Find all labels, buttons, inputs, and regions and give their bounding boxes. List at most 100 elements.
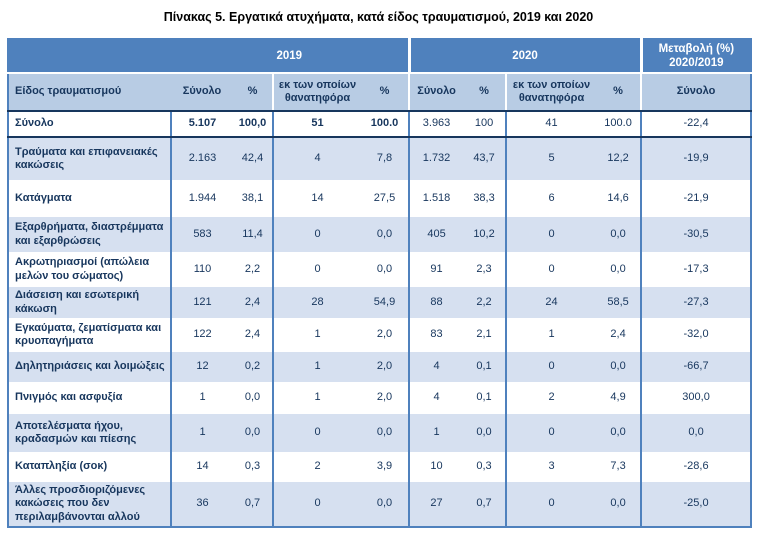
cell-2020-pct: 0,1 [463, 352, 507, 383]
cell-2020-pct: 2,2 [463, 287, 507, 319]
cell-2020-pct: 38,3 [463, 180, 507, 218]
cell-2020-total: 83 [408, 318, 464, 353]
row-label: Άλλες προσδιοριζόμενες κακώσεις που δεν … [8, 482, 171, 528]
column-header-2020-fatal-pct: % [596, 73, 642, 113]
cell-2020-total: 405 [408, 217, 464, 253]
cell-2019-pct: 2,4 [233, 318, 273, 353]
cell-2020-total: 3.963 [408, 111, 464, 139]
cell-2020-total: 1.518 [408, 180, 464, 218]
table-row: Αποτελέσματα ήχου, κραδασμών και πίεσης 1… [8, 414, 752, 453]
cell-2020-fatal-pct: 0,0 [596, 414, 642, 453]
cell-2019-fatal-pct: 54,9 [361, 287, 410, 319]
cell-2019-fatal: 1 [272, 352, 361, 383]
table-header: 2019 2020 Μεταβολή (%) 2020/2019 Είδος τρα… [8, 39, 752, 113]
table-row: Σύνολο 5.107 100,0 51 100.0 3.963 100 41 100.0 -2… [8, 111, 752, 139]
cell-2019-fatal-pct: 0,0 [361, 217, 410, 253]
cell-2019-pct: 100,0 [233, 111, 273, 139]
cell-2020-fatal-pct: 58,5 [596, 287, 642, 319]
column-header-2020-fatal: εκ των οποίων θανατηφόρα [505, 73, 597, 113]
cell-2020-fatal-pct: 4,9 [596, 382, 642, 415]
cell-2019-fatal-pct: 7,8 [361, 137, 410, 181]
cell-2020-total: 91 [408, 252, 464, 288]
table-row: Ακρωτηριασμοί (απώλεια μελών του σώματος… [8, 252, 752, 288]
row-label: Τραύματα και επιφανειακές κακώσεις [8, 137, 171, 181]
cell-2019-fatal-pct: 2,0 [361, 382, 410, 415]
cell-2020-fatal-pct: 0,0 [596, 352, 642, 383]
cell-change-total: -25,0 [640, 482, 752, 528]
cell-2020-pct: 0,3 [463, 452, 507, 483]
cell-2020-fatal-pct: 12,2 [596, 137, 642, 181]
cell-change-total: -30,5 [640, 217, 752, 253]
cell-2019-pct: 38,1 [233, 180, 273, 218]
group-header-2019: 2019 [171, 39, 410, 75]
table-row: Εγκαύματα, ζεματίσματα και κρυοπαγήματα 1… [8, 318, 752, 353]
cell-change-total: -21,9 [640, 180, 752, 218]
cell-change-total: -19,9 [640, 137, 752, 181]
cell-2019-total: 583 [170, 217, 233, 253]
cell-2019-pct: 0,0 [233, 414, 273, 453]
cell-2020-fatal: 24 [505, 287, 597, 319]
cell-2019-fatal-pct: 0,0 [361, 252, 410, 288]
cell-2019-pct: 0,0 [233, 382, 273, 415]
cell-2019-total: 1.944 [170, 180, 233, 218]
cell-2020-fatal-pct: 7,3 [596, 452, 642, 483]
cell-2019-fatal-pct: 0,0 [361, 414, 410, 453]
cell-2020-fatal: 0 [505, 352, 597, 383]
column-header-2020-pct: % [463, 73, 507, 113]
group-header-Μεταβολή: Μεταβολή (%) 2020/2019 [639, 39, 752, 75]
year-group-header-row: 2019 2020 Μεταβολή (%) 2020/2019 [8, 39, 752, 75]
table-body: Σύνολο 5.107 100,0 51 100.0 3.963 100 41 100.0 -2… [8, 111, 752, 528]
table-row: Πνιγμός και ασφυξία 1 0,0 1 2,0 4 0,1 2 4,9 300,0 [8, 382, 752, 415]
row-label: Σύνολο [8, 111, 171, 139]
column-header-change-total: Σύνολο [640, 73, 752, 113]
cell-2020-fatal: 41 [505, 111, 597, 139]
column-header-2019-total: Σύνολο [171, 73, 233, 113]
row-label: Διάσειση και εσωτερική κάκωση [8, 287, 171, 319]
column-header-2020-total: Σύνολο [408, 73, 464, 113]
cell-2019-pct: 0,2 [233, 352, 273, 383]
cell-2020-total: 4 [408, 382, 464, 415]
cell-2019-total: 1 [170, 382, 233, 415]
cell-2019-total: 12 [170, 352, 233, 383]
cell-2020-fatal-pct: 0,0 [596, 217, 642, 253]
table-row: Διάσειση και εσωτερική κάκωση 121 2,4 28 54,… [8, 287, 752, 319]
cell-2019-pct: 2,4 [233, 287, 273, 319]
cell-2019-pct: 42,4 [233, 137, 273, 181]
cell-change-total: -32,0 [640, 318, 752, 353]
cell-2019-fatal: 0 [272, 217, 361, 253]
cell-2019-fatal-pct: 3,9 [361, 452, 410, 483]
table-row: Κατάγματα 1.944 38,1 14 27,5 1.518 38,3 6 14,6 -2… [8, 180, 752, 218]
cell-2020-pct: 2,1 [463, 318, 507, 353]
cell-2020-total: 4 [408, 352, 464, 383]
table-row: Τραύματα και επιφανειακές κακώσεις 2.163 4… [8, 137, 752, 181]
cell-2020-pct: 0,7 [463, 482, 507, 528]
column-header-injury-type: Είδος τραυματισμού [8, 73, 171, 113]
cell-2019-fatal-pct: 27,5 [361, 180, 410, 218]
group-header-blank [8, 39, 171, 75]
cell-2019-total: 2.163 [170, 137, 233, 181]
cell-2019-fatal: 1 [272, 382, 361, 415]
group-header-2020: 2020 [407, 39, 642, 75]
cell-2019-fatal: 0 [272, 482, 361, 528]
cell-change-total: 300,0 [640, 382, 752, 415]
cell-2020-total: 10 [408, 452, 464, 483]
cell-2020-pct: 0,1 [463, 382, 507, 415]
column-header-2019-pct: % [233, 73, 273, 113]
cell-2020-fatal: 1 [505, 318, 597, 353]
cell-2019-fatal: 28 [272, 287, 361, 319]
column-header-2019-fatal: εκ των οποίων θανατηφόρα [272, 73, 361, 113]
cell-2019-fatal: 4 [272, 137, 361, 181]
cell-2019-pct: 11,4 [233, 217, 273, 253]
table-row: Δηλητηριάσεις και λοιμώξεις 12 0,2 1 2,0 4 0,1… [8, 352, 752, 383]
cell-2020-total: 1.732 [408, 137, 464, 181]
cell-2019-total: 122 [170, 318, 233, 353]
cell-2020-fatal: 2 [505, 382, 597, 415]
cell-2020-fatal-pct: 0,0 [596, 252, 642, 288]
cell-2020-fatal: 3 [505, 452, 597, 483]
cell-2020-fatal: 0 [505, 414, 597, 453]
cell-2020-fatal: 0 [505, 217, 597, 253]
cell-change-total: 0,0 [640, 414, 752, 453]
cell-change-total: -27,3 [640, 287, 752, 319]
cell-2019-fatal-pct: 2,0 [361, 352, 410, 383]
